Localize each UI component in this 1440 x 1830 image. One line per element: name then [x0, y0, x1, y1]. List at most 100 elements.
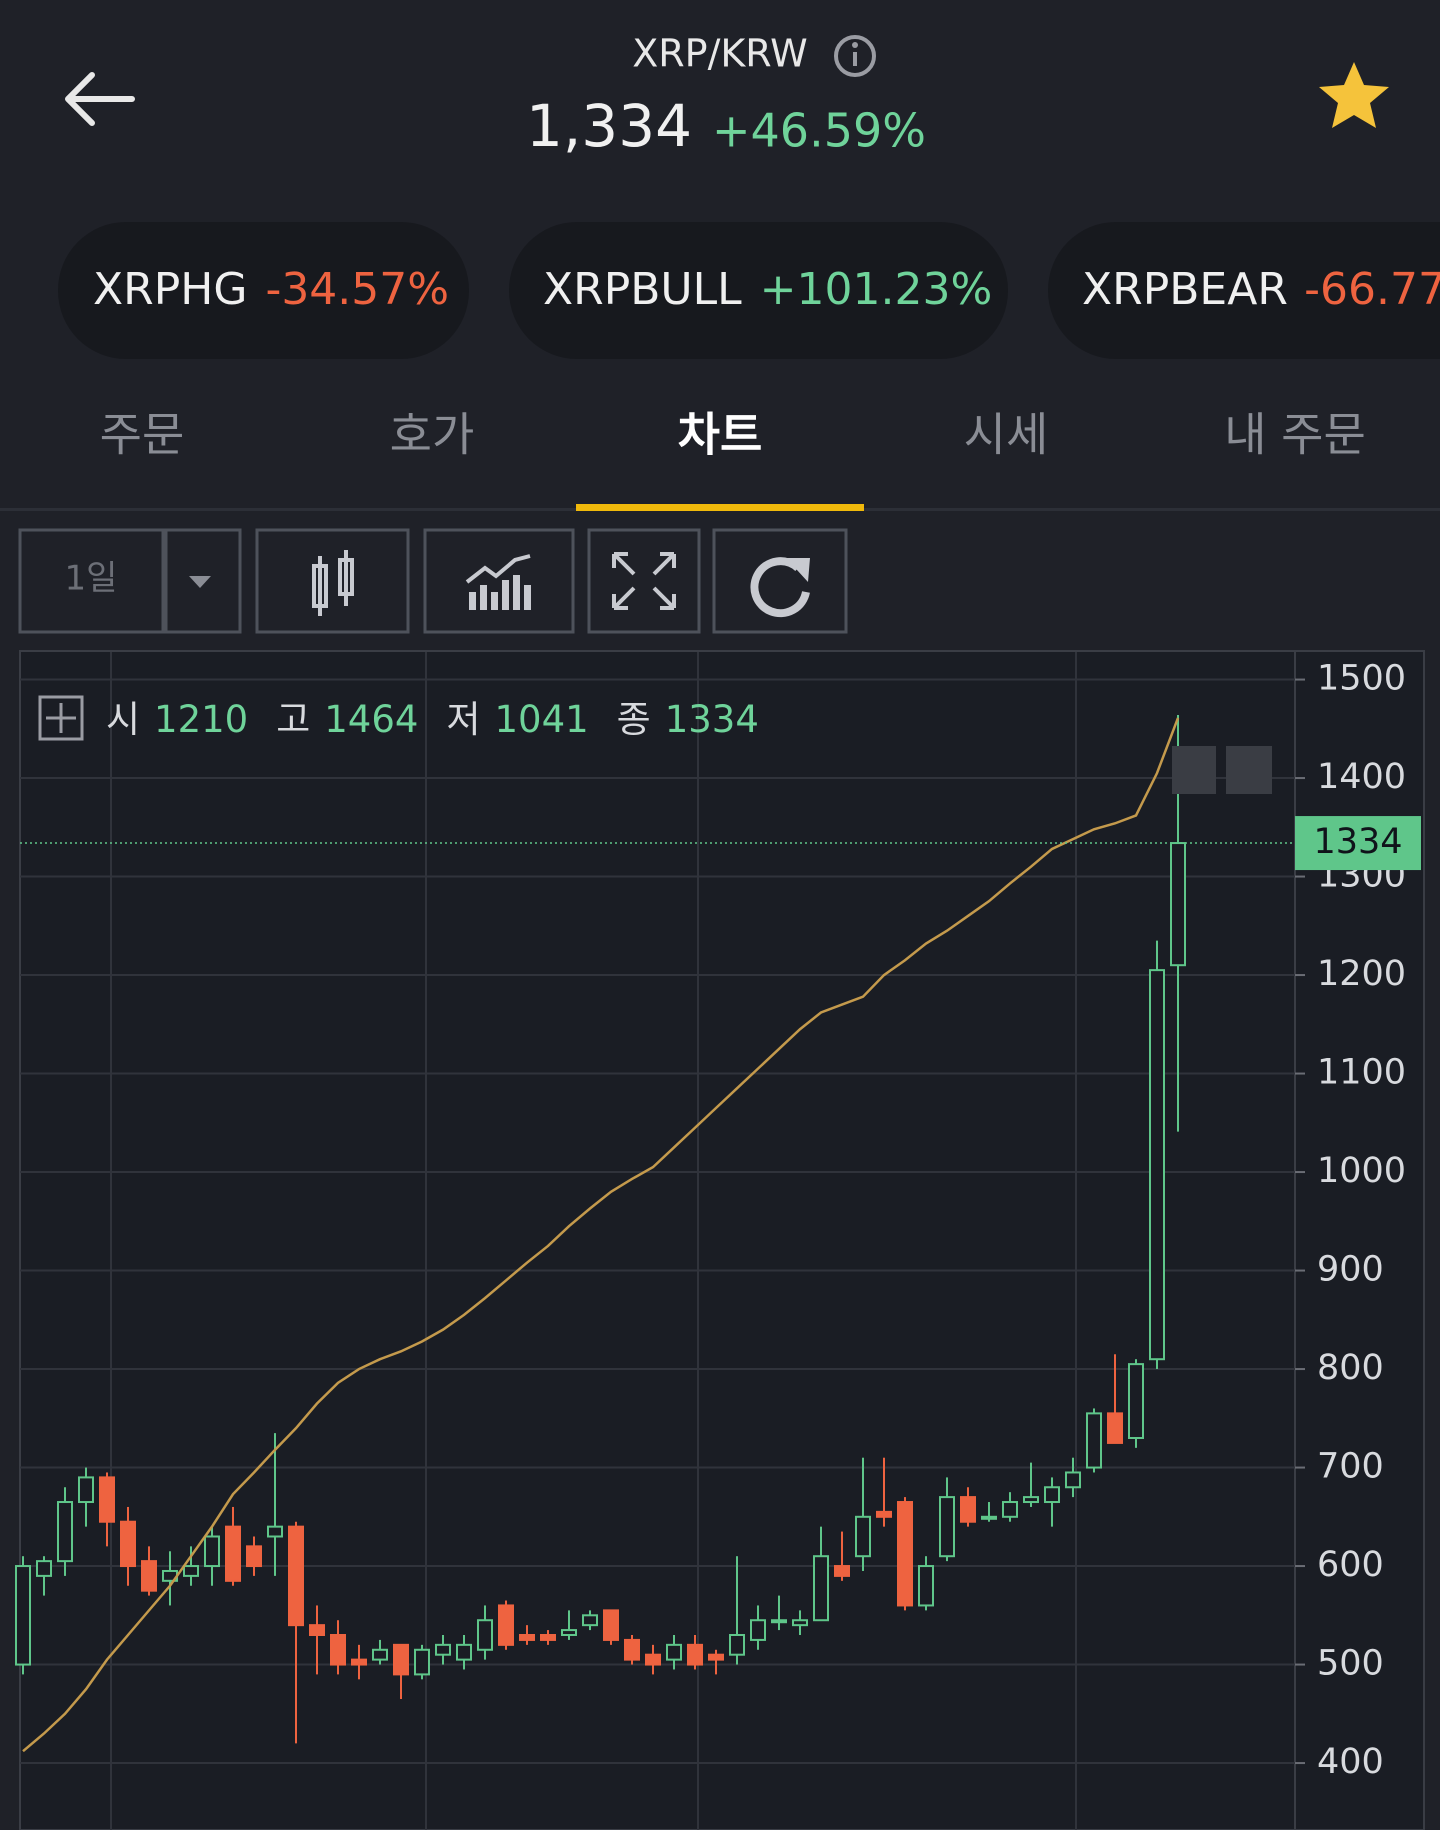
tab[interactable]: 주문	[100, 408, 185, 462]
candle-body	[456, 1643, 472, 1661]
legend-icon	[38, 695, 84, 741]
candle-body	[960, 1496, 976, 1523]
interval-dropdown[interactable]	[164, 528, 242, 634]
tab[interactable]: 호가	[390, 408, 475, 462]
y-tick-label: 800	[1317, 1348, 1384, 1388]
y-tick-label: 1100	[1317, 1053, 1406, 1093]
candle-body	[729, 1634, 745, 1656]
y-tick-label: 1200	[1317, 954, 1406, 994]
candle-icon	[312, 550, 354, 616]
candle-body	[834, 1565, 850, 1577]
y-tick-label: 900	[1317, 1250, 1384, 1290]
ticker-pill[interactable]: XRPBULL +101.23%	[509, 222, 1008, 359]
candle-body	[288, 1525, 304, 1627]
fullscreen-icon	[612, 552, 676, 610]
y-tick-label: 1400	[1317, 757, 1406, 797]
last-price-label: 1334	[1313, 822, 1402, 862]
candle-body	[246, 1545, 262, 1568]
candle-body	[582, 1614, 598, 1627]
candle-body	[1002, 1501, 1018, 1518]
candle-body	[813, 1555, 829, 1622]
svg-text:XRPBEAR-66.77: XRPBEAR -66.77	[1082, 264, 1440, 315]
candle-body	[309, 1624, 325, 1637]
candle-body	[435, 1643, 451, 1656]
candle-body	[792, 1619, 808, 1627]
candle-body	[57, 1501, 73, 1563]
candle-body	[36, 1560, 52, 1577]
favorite-star[interactable]	[1319, 62, 1389, 128]
candle-body	[267, 1525, 283, 1538]
ticker-pill[interactable]: XRPHG -34.57%	[58, 222, 469, 359]
pair-title: XRP/KRW	[632, 32, 808, 76]
candle-body	[1065, 1471, 1081, 1489]
info-icon[interactable]	[834, 35, 876, 77]
y-tick-label: 600	[1317, 1545, 1384, 1585]
candle-body	[372, 1648, 388, 1661]
candle-body	[183, 1565, 199, 1577]
ohlc-legend: 시 1210 고 1464 저 1041 종 1334	[106, 698, 759, 741]
fullscreen-button[interactable]	[587, 528, 701, 634]
candle-body	[645, 1653, 661, 1666]
candle-body	[78, 1476, 94, 1504]
candle-body	[330, 1634, 346, 1666]
tab[interactable]: 내 주문	[1224, 408, 1366, 462]
candle-body	[939, 1496, 955, 1558]
candle-body	[393, 1643, 409, 1676]
candle-body	[1086, 1412, 1102, 1469]
chart-type-button[interactable]	[255, 528, 410, 634]
candle-body	[603, 1609, 619, 1641]
interval-button[interactable]	[18, 528, 165, 634]
candle-body	[981, 1515, 997, 1520]
candle-body	[855, 1515, 871, 1558]
tab[interactable]: 차트	[678, 408, 763, 462]
candle-body	[876, 1510, 892, 1518]
candle-body	[540, 1634, 556, 1641]
y-tick-label: 500	[1317, 1644, 1384, 1684]
back-button[interactable]	[65, 72, 135, 126]
candle-body	[120, 1520, 136, 1568]
indicator-icon	[465, 554, 531, 610]
candle-body	[1170, 842, 1186, 967]
tab-underline	[576, 504, 864, 511]
candle-body	[204, 1535, 220, 1568]
y-tick-label: 1000	[1317, 1151, 1406, 1191]
refresh-icon	[750, 557, 810, 618]
interval-label: 1일	[65, 559, 118, 599]
candle-body	[1149, 969, 1165, 1361]
candle-body	[414, 1648, 430, 1676]
candle-body	[225, 1525, 241, 1582]
candle-body	[897, 1501, 913, 1607]
candle-body	[498, 1604, 514, 1646]
candle-body	[561, 1629, 577, 1636]
moving-average	[22, 717, 1180, 1753]
ticker-pill[interactable]: XRPBEAR -66.77	[1048, 222, 1440, 359]
svg-text:XRPBULL+101.23%: XRPBULL +101.23%	[543, 264, 992, 315]
candle-body	[1044, 1486, 1060, 1504]
y-tick-label: 1500	[1317, 659, 1406, 699]
candle-body	[687, 1643, 703, 1666]
candle-body	[666, 1643, 682, 1661]
candle-body	[771, 1619, 787, 1624]
y-tick-label: 400	[1317, 1742, 1384, 1782]
y-tick-label: 700	[1317, 1447, 1384, 1487]
candle-body	[1107, 1412, 1123, 1444]
candle-body	[750, 1619, 766, 1641]
candle-body	[99, 1476, 115, 1523]
scale-buttons[interactable]	[1172, 746, 1272, 794]
candle-body	[15, 1565, 31, 1666]
candle-body	[624, 1638, 640, 1661]
tab[interactable]: 시세	[964, 408, 1049, 462]
price: 1,334	[526, 92, 692, 160]
last-price-box	[1295, 816, 1421, 871]
candle-body	[708, 1653, 724, 1661]
candle-body	[141, 1560, 157, 1592]
svg-text:XRPHG-34.57%: XRPHG -34.57%	[93, 264, 449, 315]
candle-body	[1023, 1496, 1039, 1504]
candle-body	[477, 1619, 493, 1651]
candle-body	[918, 1565, 934, 1607]
candle-body	[351, 1658, 367, 1666]
indicator-button[interactable]	[423, 528, 575, 634]
refresh-button[interactable]	[712, 528, 848, 634]
